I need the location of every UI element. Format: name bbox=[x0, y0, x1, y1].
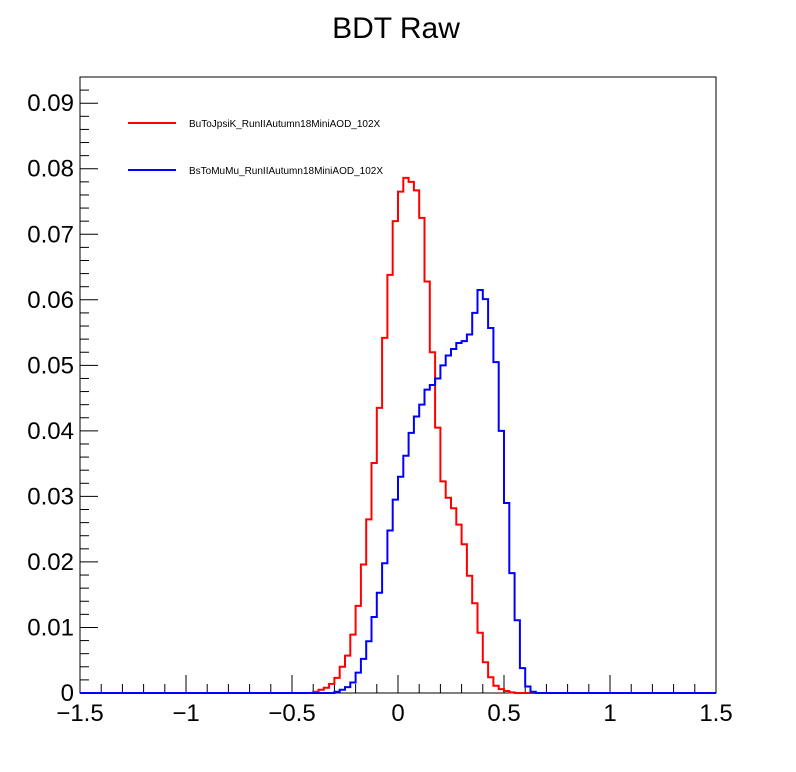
y-tick-label: 0.01 bbox=[27, 614, 74, 641]
series-line-2 bbox=[80, 288, 716, 694]
chart-title: BDT Raw bbox=[332, 12, 460, 45]
x-tick-label: 0.5 bbox=[487, 700, 520, 727]
y-tick-label: 0.02 bbox=[27, 549, 74, 576]
y-tick-label: 0.08 bbox=[27, 156, 74, 183]
y-axis: 0 0.01 0.02 0.03 0.04 0.05 0.06 0.07 0.08 0.09 bbox=[27, 90, 98, 707]
y-tick-label: 0.05 bbox=[27, 352, 74, 379]
y-tick-label: 0.04 bbox=[27, 418, 74, 445]
series-line-1 bbox=[80, 176, 716, 694]
x-axis: −1.5 −1 −0.5 0 0.5 1 1.5 bbox=[56, 675, 733, 727]
legend-label: BuToJpsiK_RunIIAutumn18MiniAOD_102X bbox=[189, 119, 381, 130]
minor-ticks bbox=[80, 76, 696, 693]
y-tick-label: 0.07 bbox=[27, 221, 74, 248]
legend: BuToJpsiK_RunIIAutumn18MiniAOD_102X BsToM… bbox=[128, 119, 383, 177]
x-tick-label: 1.5 bbox=[699, 700, 732, 727]
y-tick-label: 0.09 bbox=[27, 90, 74, 117]
y-tick-label: 0.06 bbox=[27, 287, 74, 314]
legend-label: BsToMuMu_RunIIAutumn18MiniAOD_102X bbox=[189, 166, 383, 177]
series-layer bbox=[80, 176, 716, 694]
x-tick-label: −1 bbox=[172, 700, 199, 727]
x-tick-label: 1 bbox=[603, 700, 616, 727]
x-tick-label: 0 bbox=[391, 700, 404, 727]
x-tick-label: −1.5 bbox=[56, 700, 103, 727]
x-tick-label: −0.5 bbox=[268, 700, 315, 727]
y-tick-label: 0 bbox=[61, 680, 74, 707]
y-tick-label: 0.03 bbox=[27, 483, 74, 510]
